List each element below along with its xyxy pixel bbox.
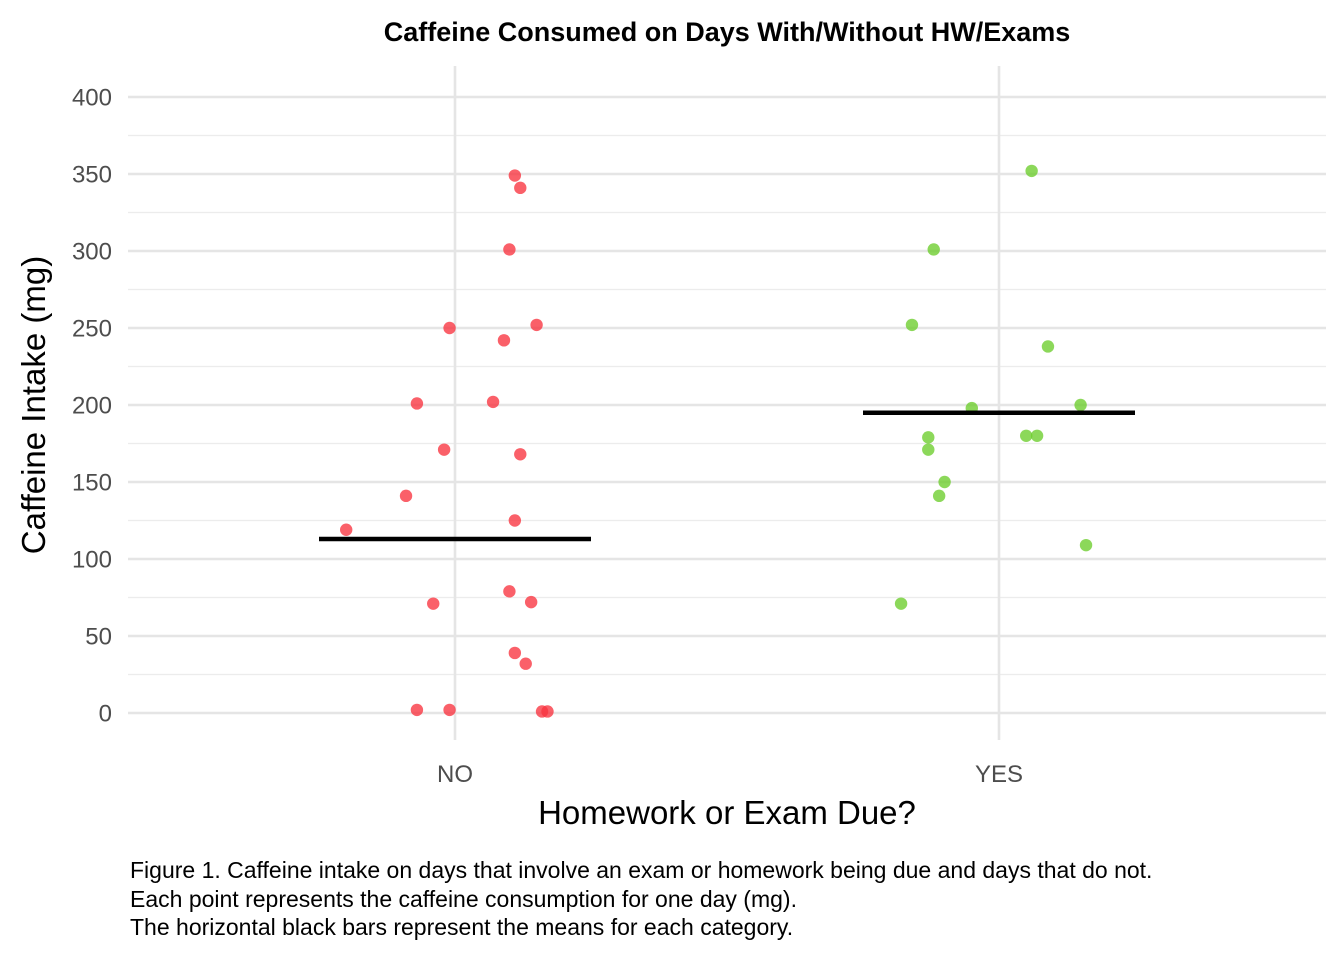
- x-axis-title: Homework or Exam Due?: [538, 794, 916, 831]
- chart-title: Caffeine Consumed on Days With/Without H…: [384, 17, 1071, 47]
- data-point: [1079, 538, 1093, 552]
- x-axis-ticks: NO YES: [437, 761, 1023, 788]
- y-tick-label: 0: [99, 701, 112, 728]
- data-point: [905, 318, 919, 332]
- grid-lines: [128, 66, 1326, 740]
- data-point: [1074, 398, 1087, 412]
- data-point: [340, 523, 353, 536]
- data-point: [443, 703, 456, 717]
- data-point: [894, 597, 908, 610]
- y-tick-label: 250: [72, 316, 112, 343]
- data-point: [524, 595, 538, 609]
- y-tick-label: 400: [72, 85, 112, 112]
- y-tick-label: 50: [85, 624, 112, 651]
- data-point: [497, 334, 511, 347]
- y-tick-label: 300: [72, 239, 112, 266]
- x-tick-label: NO: [437, 761, 473, 788]
- y-axis-ticks: 0 50 100 150 200 250 300 350 400: [72, 85, 112, 728]
- data-point: [1019, 429, 1033, 442]
- data-point: [927, 243, 940, 256]
- data-point: [922, 443, 935, 456]
- y-tick-label: 200: [72, 393, 112, 420]
- data-point: [541, 705, 554, 718]
- data-point: [1025, 164, 1038, 178]
- caption-line: The horizontal black bars represent the …: [130, 914, 794, 940]
- y-tick-label: 150: [72, 470, 112, 497]
- data-point: [514, 448, 527, 461]
- data-point: [486, 395, 500, 409]
- caption-line: Figure 1. Caffeine intake on days that i…: [130, 857, 1153, 883]
- data-points: [340, 164, 1093, 718]
- data-point: [410, 397, 424, 410]
- data-point: [437, 443, 451, 456]
- data-point: [519, 657, 532, 670]
- x-tick-label: YES: [975, 761, 1023, 788]
- y-axis-title: Caffeine Intake (mg): [15, 256, 52, 554]
- data-point: [427, 597, 440, 610]
- data-point: [508, 646, 522, 660]
- data-point: [1030, 429, 1044, 442]
- data-point: [938, 475, 951, 489]
- data-point: [922, 431, 935, 444]
- figure-caption: Figure 1. Caffeine intake on days that i…: [130, 856, 1330, 942]
- data-point: [1041, 340, 1055, 353]
- data-point: [410, 703, 424, 717]
- data-point: [932, 489, 946, 503]
- mean-bars: [319, 410, 1135, 542]
- data-point: [503, 243, 516, 256]
- data-point: [530, 318, 543, 332]
- caption-line: Each point represents the caffeine consu…: [130, 885, 797, 912]
- data-point: [508, 514, 522, 527]
- data-point: [503, 585, 516, 598]
- y-tick-label: 100: [72, 547, 112, 574]
- data-point: [399, 489, 413, 503]
- data-point: [508, 169, 522, 182]
- data-point: [514, 181, 527, 195]
- data-point: [443, 321, 456, 335]
- y-tick-label: 350: [72, 162, 112, 189]
